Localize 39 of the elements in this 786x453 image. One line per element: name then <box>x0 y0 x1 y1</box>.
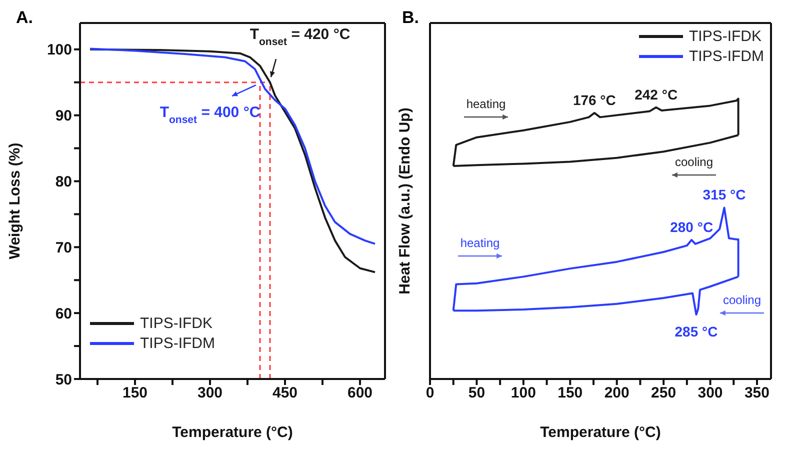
annotation: cooling <box>674 155 714 169</box>
y-tick-label: 70 <box>55 239 72 256</box>
legend-label: TIPS-IFDM <box>689 48 764 64</box>
x-tick-label: 350 <box>744 384 770 402</box>
annotation: T$_{onset}$ = 420 °C <box>250 26 350 48</box>
y-tick-label: 50 <box>55 371 72 388</box>
annotation: 176 °C <box>572 92 616 108</box>
x-tick-label: 0 <box>426 384 434 402</box>
y-tick-label: 90 <box>55 108 72 125</box>
x-tick-label: 150 <box>558 384 583 402</box>
x-tick-label: 300 <box>698 384 723 402</box>
legend-label: TIPS-IFDM <box>140 334 215 352</box>
annotation: 242 °C <box>634 86 678 102</box>
y-tick-label: 60 <box>55 305 72 322</box>
x-tick-label: 50 <box>468 384 486 402</box>
x-tick-label: 450 <box>272 384 298 402</box>
y-tick-label: 100 <box>46 42 72 59</box>
y-axis-title: Heat Flow (a.u.) (Endo Up) <box>396 108 414 294</box>
x-axis-title: Temperature (°C) <box>540 424 661 441</box>
annotation: T$_{onset}$ = 400 °C <box>160 104 260 126</box>
x-tick-label: 150 <box>122 384 148 402</box>
chart-title: B. <box>402 8 419 28</box>
chart-title: A. <box>16 8 33 28</box>
legend-label: TIPS-IFDK <box>689 28 762 44</box>
annotation: 280 °C <box>670 218 714 235</box>
x-tick-label: 250 <box>651 384 676 402</box>
x-tick-label: 200 <box>604 384 630 402</box>
annotation: cooling <box>722 293 762 307</box>
annotation: 315 °C <box>702 186 746 203</box>
x-tick-label: 600 <box>347 384 373 402</box>
legend-label: TIPS-IFDK <box>140 314 213 332</box>
x-tick-label: 100 <box>510 384 536 402</box>
annotation: 285 °C <box>674 324 718 340</box>
y-tick-label: 80 <box>55 174 72 191</box>
y-axis-title: Weight Loss (%) <box>6 142 24 260</box>
annotation: heating <box>460 236 500 250</box>
x-tick-label: 300 <box>197 384 223 402</box>
annotation: heating <box>466 97 506 111</box>
x-axis-title: Temperature (°C) <box>172 424 293 441</box>
